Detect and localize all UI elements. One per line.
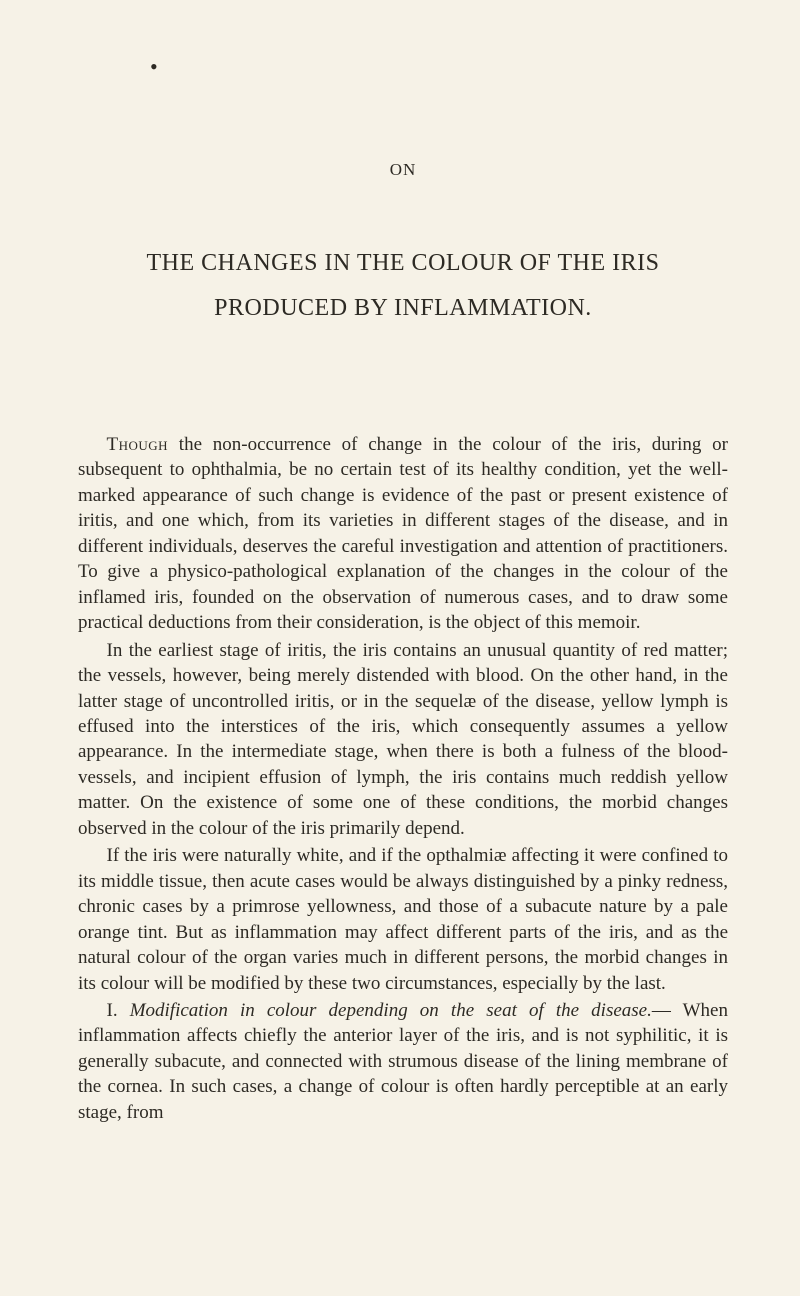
paragraph-3: If the iris were naturally white, and if… — [78, 843, 728, 996]
paragraph-4: I. Modification in colour depending on t… — [78, 998, 728, 1125]
heading-on: ON — [78, 160, 728, 180]
document-page: • ON THE CHANGES IN THE COLOUR OF THE IR… — [0, 0, 800, 1296]
para4-number: I. — [107, 1000, 130, 1021]
paragraph-1: Though the non-occurrence of change in t… — [78, 432, 728, 636]
artifact-dot: • — [150, 54, 158, 80]
title-line-2: PRODUCED BY INFLAMMATION. — [78, 295, 728, 322]
title-line-1: THE CHANGES IN THE COLOUR OF THE IRIS — [78, 250, 728, 277]
para1-lead: Though — [107, 434, 169, 455]
paragraph-2: In the earliest stage of iritis, the iri… — [78, 638, 728, 842]
para1-text: the non-occurrence of change in the colo… — [78, 434, 728, 633]
para4-italic: Modification in colour depending on the … — [130, 1000, 652, 1021]
